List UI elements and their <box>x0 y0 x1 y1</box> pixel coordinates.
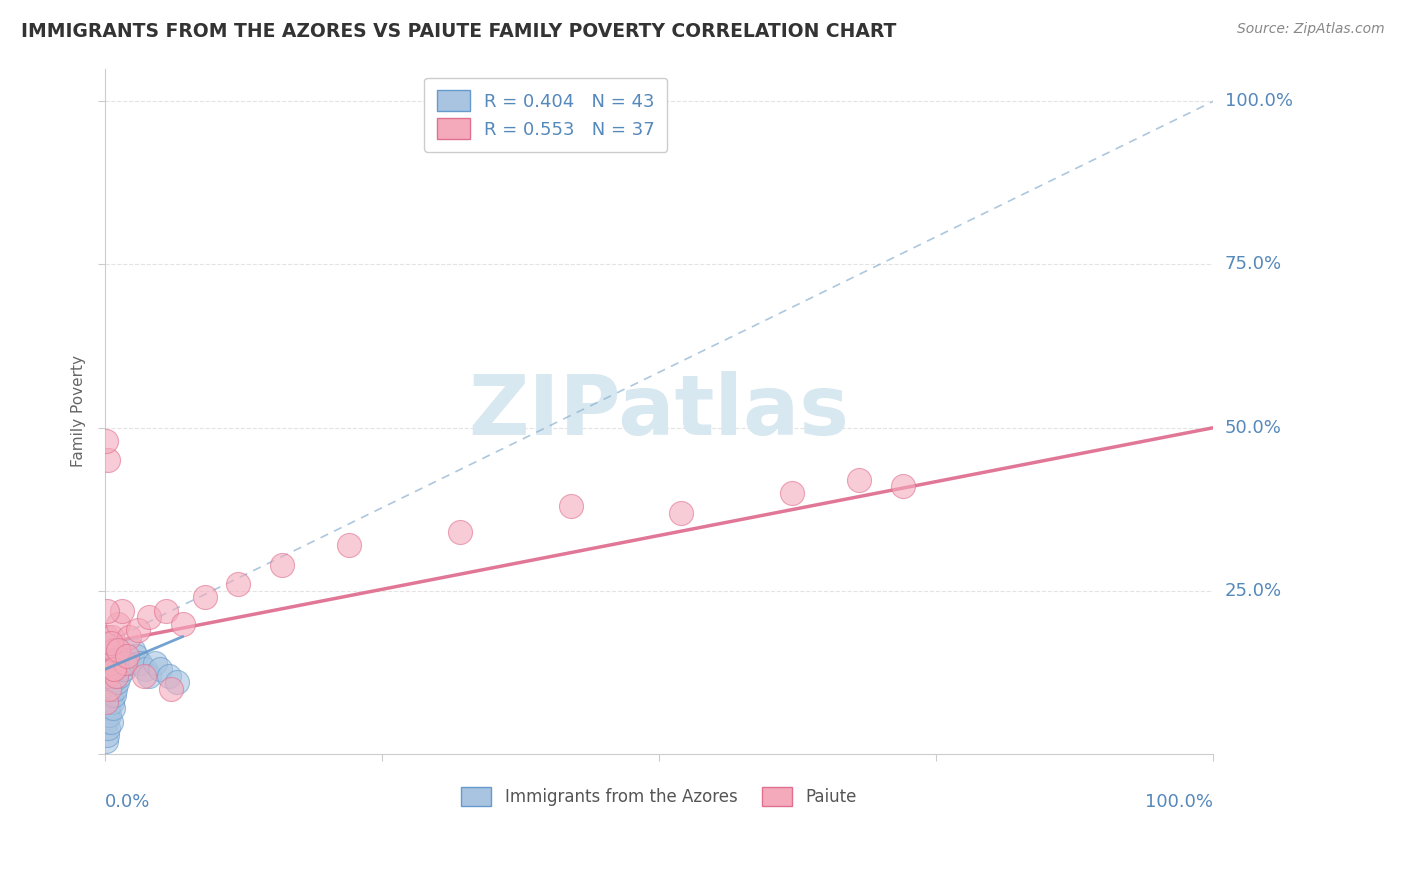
Point <box>96 728 118 742</box>
Point <box>891 479 914 493</box>
Legend: Immigrants from the Azores, Paiute: Immigrants from the Azores, Paiute <box>453 779 866 814</box>
Point <box>94 695 117 709</box>
Point <box>98 708 121 723</box>
Point <box>107 642 129 657</box>
Point <box>98 681 121 696</box>
Point <box>121 642 143 657</box>
Text: IMMIGRANTS FROM THE AZORES VS PAIUTE FAMILY POVERTY CORRELATION CHART: IMMIGRANTS FROM THE AZORES VS PAIUTE FAM… <box>21 22 897 41</box>
Point <box>100 714 122 729</box>
Point <box>96 636 118 650</box>
Point <box>138 669 160 683</box>
Point <box>94 714 117 729</box>
Text: 0.0%: 0.0% <box>105 793 150 811</box>
Point <box>96 669 118 683</box>
Point <box>194 591 217 605</box>
Point <box>96 689 118 703</box>
Point <box>97 649 120 664</box>
Text: ZIPatlas: ZIPatlas <box>468 371 849 452</box>
Point <box>97 649 120 664</box>
Point <box>132 669 155 683</box>
Point <box>155 603 177 617</box>
Point <box>96 662 118 676</box>
Point <box>114 656 136 670</box>
Point <box>103 689 125 703</box>
Point <box>118 630 141 644</box>
Point <box>157 669 180 683</box>
Point <box>96 630 118 644</box>
Point <box>848 473 870 487</box>
Point <box>134 662 156 676</box>
Point <box>671 506 693 520</box>
Point <box>143 656 166 670</box>
Point <box>101 662 124 676</box>
Point <box>97 701 120 715</box>
Point <box>105 669 128 683</box>
Point <box>100 695 122 709</box>
Point <box>96 708 118 723</box>
Point <box>127 623 149 637</box>
Point <box>107 616 129 631</box>
Point <box>112 662 135 676</box>
Text: 25.0%: 25.0% <box>1225 582 1282 600</box>
Text: Source: ZipAtlas.com: Source: ZipAtlas.com <box>1237 22 1385 37</box>
Point <box>97 675 120 690</box>
Point <box>98 656 121 670</box>
Point <box>107 662 129 676</box>
Point <box>103 656 125 670</box>
Point <box>100 656 122 670</box>
Text: 50.0%: 50.0% <box>1225 418 1281 437</box>
Point <box>226 577 249 591</box>
Point <box>110 656 132 670</box>
Point <box>166 675 188 690</box>
Point <box>105 675 128 690</box>
Point <box>100 689 122 703</box>
Point <box>108 669 131 683</box>
Point <box>118 656 141 670</box>
Point <box>94 434 117 448</box>
Point <box>115 649 138 664</box>
Point <box>103 662 125 676</box>
Point <box>100 630 122 644</box>
Point <box>97 453 120 467</box>
Text: 100.0%: 100.0% <box>1225 92 1292 111</box>
Point <box>129 656 152 670</box>
Point <box>160 681 183 696</box>
Point <box>780 486 803 500</box>
Point <box>94 734 117 748</box>
Point <box>172 616 194 631</box>
Y-axis label: Family Poverty: Family Poverty <box>72 355 86 467</box>
Point <box>100 636 122 650</box>
Point <box>101 701 124 715</box>
Point <box>449 525 471 540</box>
Point <box>560 499 582 513</box>
Point <box>100 662 122 676</box>
Point <box>97 721 120 735</box>
Point <box>271 558 294 572</box>
Point <box>110 603 132 617</box>
Point <box>94 695 117 709</box>
Point <box>138 610 160 624</box>
Point <box>337 538 360 552</box>
Point <box>98 681 121 696</box>
Point <box>96 603 118 617</box>
Point <box>100 669 122 683</box>
Point <box>149 662 172 676</box>
Point <box>125 649 148 664</box>
Point <box>103 642 125 657</box>
Text: 75.0%: 75.0% <box>1225 255 1282 274</box>
Point <box>104 681 127 696</box>
Point <box>94 669 117 683</box>
Point <box>101 675 124 690</box>
Point <box>105 669 128 683</box>
Point <box>115 649 138 664</box>
Text: 100.0%: 100.0% <box>1146 793 1213 811</box>
